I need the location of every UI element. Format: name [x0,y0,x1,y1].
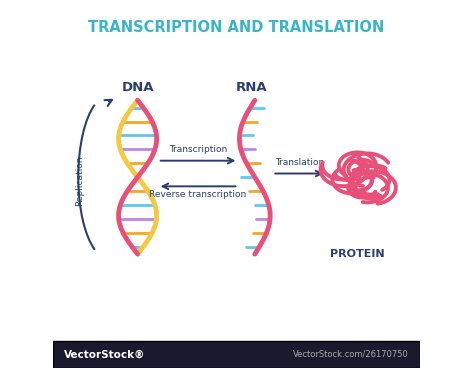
FancyBboxPatch shape [53,341,420,368]
Text: DNA: DNA [122,81,154,94]
Text: Reverse transcription: Reverse transcription [149,190,247,199]
Text: VectorStock.com/26170750: VectorStock.com/26170750 [293,350,409,359]
Text: Transcription: Transcription [169,145,227,155]
Text: TRANSCRIPTION AND TRANSLATION: TRANSCRIPTION AND TRANSLATION [88,20,385,35]
Text: VectorStock®: VectorStock® [64,349,146,359]
Text: PROTEIN: PROTEIN [330,249,385,259]
Text: Translation: Translation [275,158,324,167]
Text: RNA: RNA [236,81,267,94]
Text: Replication: Replication [75,156,84,206]
